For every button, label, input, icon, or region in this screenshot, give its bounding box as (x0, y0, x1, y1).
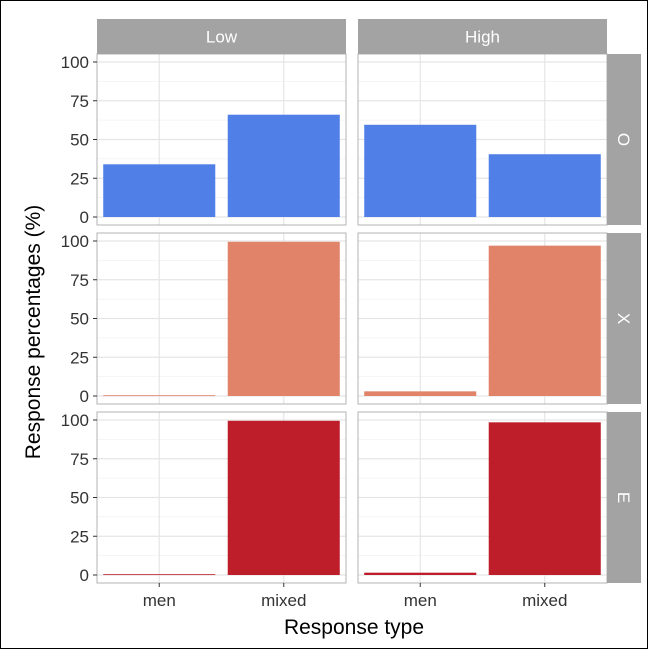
panel-e-high (357, 411, 608, 584)
panel-x-low (96, 232, 347, 405)
x-tick-label: mixed (261, 591, 306, 610)
panel-o-low (96, 53, 347, 226)
x-tick-label: men (404, 591, 437, 610)
panel-x-high (357, 232, 608, 405)
y-tick-label: 100 (61, 53, 89, 72)
row-strip-label: X (614, 313, 633, 324)
y-tick-label: 100 (61, 232, 89, 251)
bar-o-high-mixed (488, 154, 601, 217)
strips-layer: Low High O X E (97, 19, 641, 583)
y-tick-label: 75 (70, 92, 89, 111)
bar-o-low-men (103, 164, 216, 217)
bar-x-high-mixed (488, 245, 601, 396)
y-tick-label: 50 (70, 489, 89, 508)
bar-e-low-mixed (227, 420, 340, 575)
x-axis-title: Response type (284, 616, 424, 639)
row-strip-x (607, 233, 641, 404)
panels-layer (96, 53, 608, 584)
x-tick-label: mixed (522, 591, 567, 610)
y-tick-label: 50 (70, 131, 89, 150)
row-strip-e (607, 412, 641, 583)
bar-x-low-men (103, 395, 216, 397)
y-tick-label: 75 (70, 271, 89, 290)
y-tick-label: 0 (80, 208, 89, 227)
axes-layer: 0 25 50 75 100 0 25 50 75 100 0 25 50 75 100 men mixed me… (61, 53, 568, 610)
y-tick-label: 100 (61, 411, 89, 430)
panel-e-low (96, 411, 347, 584)
y-tick-label: 25 (70, 169, 89, 188)
x-tick-label: men (143, 591, 176, 610)
row-strip-o (607, 54, 641, 225)
column-strip-high (358, 19, 607, 54)
bar-e-low-men (103, 574, 216, 576)
y-tick-label: 25 (70, 527, 89, 546)
y-tick-label: 0 (80, 387, 89, 406)
y-tick-label: 0 (80, 566, 89, 585)
y-tick-label: 75 (70, 450, 89, 469)
bar-x-high-men (364, 391, 477, 396)
column-strip-label: High (465, 28, 500, 47)
y-tick-label: 25 (70, 348, 89, 367)
row-strip-label: O (614, 133, 633, 146)
bar-x-low-mixed (227, 241, 340, 396)
column-strip-label: Low (206, 28, 238, 47)
bar-o-low-mixed (227, 114, 340, 217)
y-axis-title: Response percentages (%) (22, 205, 45, 459)
column-strip-low (97, 19, 346, 54)
row-strip-label: E (614, 492, 633, 503)
bar-e-high-men (364, 572, 477, 575)
bar-e-high-mixed (488, 422, 601, 575)
panel-o-high (357, 53, 608, 226)
y-tick-label: 50 (70, 310, 89, 329)
bar-o-high-men (364, 124, 477, 217)
